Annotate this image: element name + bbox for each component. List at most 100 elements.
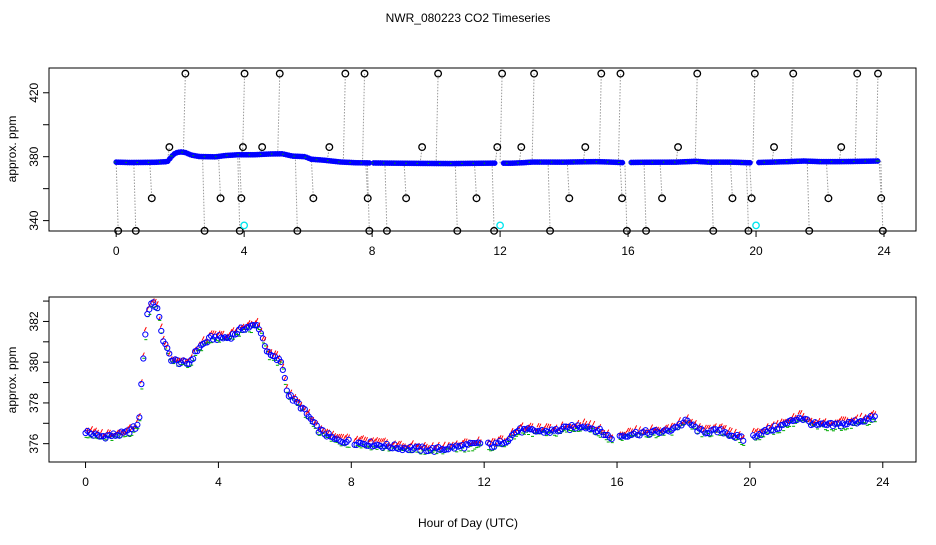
red-series-mark [313, 419, 317, 425]
blue-data-point [449, 443, 456, 450]
outlier-point [237, 194, 246, 203]
blue-data-point [136, 414, 143, 421]
x-tick-label: 12 [493, 244, 507, 258]
red-series-mark [410, 440, 414, 445]
red-series-mark [363, 436, 367, 441]
x-tick-label: 20 [743, 475, 757, 489]
blue-data-point [710, 426, 717, 433]
red-series-mark [408, 442, 412, 448]
outlier-point [824, 194, 833, 203]
y-tick-label: 378 [27, 393, 41, 413]
red-series-mark [434, 445, 438, 450]
bottom-panel: approx. ppm 0 4 8 12 16 20 24 376 378 380 382 [5, 296, 917, 489]
blue-data-point [459, 441, 466, 449]
outlier-connector [806, 160, 810, 231]
red-series-mark [125, 426, 129, 431]
top-y-axis-label: approx. ppm [5, 116, 19, 183]
red-series-mark [375, 437, 378, 442]
red-series-mark [588, 420, 592, 425]
red-series-mark [201, 336, 205, 341]
blue-data-point [640, 429, 647, 436]
outlier-connector [518, 147, 522, 163]
outlier-connector [675, 147, 679, 163]
y-tick-label: 382 [27, 311, 41, 331]
blue-data-point [859, 418, 866, 425]
outlier-connector [875, 73, 879, 162]
outlier-point [530, 69, 539, 78]
blue-data-point [867, 412, 874, 420]
outlier-point [493, 143, 502, 152]
outlier-connector [326, 147, 330, 160]
outlier-connector [310, 158, 314, 199]
red-series-mark [544, 423, 548, 428]
blue-data-point [443, 446, 450, 453]
outlier-connector [745, 162, 749, 231]
red-series-mark [678, 417, 681, 422]
outlier-point [341, 69, 350, 78]
blue-data-point [831, 420, 839, 427]
red-series-mark [167, 351, 171, 357]
red-series-mark [707, 424, 711, 430]
outlier-point [490, 226, 499, 235]
blue-data-point [600, 431, 607, 439]
red-series-mark [490, 437, 494, 443]
outlier-connector [218, 156, 222, 199]
top-outlier-lines [115, 73, 884, 231]
red-series-mark [436, 441, 440, 447]
red-series-mark [650, 424, 654, 429]
red-series-mark [693, 419, 697, 425]
outlier-point [240, 69, 249, 78]
red-series-mark [478, 439, 482, 444]
outlier-point [622, 226, 631, 235]
red-series-mark [697, 423, 701, 428]
red-series-mark [548, 423, 552, 429]
red-series-mark [510, 427, 514, 433]
blue-data-point [413, 443, 420, 450]
outlier-point [434, 69, 443, 78]
outlier-point [293, 226, 302, 235]
blue-data-point [190, 355, 197, 362]
red-series-mark [791, 413, 795, 418]
x-tick-label: 0 [82, 475, 89, 489]
red-series-mark [442, 441, 446, 446]
red-series-mark [751, 427, 755, 433]
blue-data-point [477, 440, 484, 447]
red-series-mark [871, 409, 875, 415]
blue-data-point [102, 435, 109, 442]
outlier-point [616, 69, 625, 78]
red-series-mark [381, 438, 384, 443]
red-series-mark [151, 298, 155, 303]
red-series-mark [536, 422, 540, 428]
red-series-mark [231, 327, 235, 332]
outlier-connector [771, 147, 775, 163]
red-series-mark [721, 425, 725, 430]
blue-data-point [313, 422, 320, 429]
red-series-mark [303, 406, 307, 411]
outlier-point [239, 143, 247, 152]
red-series-mark [727, 426, 731, 432]
red-series-mark [90, 426, 93, 431]
chart-title: NWR_080223 CO2 Timeseries [386, 11, 551, 25]
red-series-mark [175, 357, 179, 362]
outlier-connector [694, 73, 698, 162]
red-series-mark [753, 428, 757, 434]
outlier-connector [659, 162, 663, 199]
y-tick-label: 420 [27, 82, 41, 102]
blue-data-point [871, 413, 878, 420]
red-series-mark [769, 423, 773, 428]
outlier-connector [491, 163, 495, 231]
blue-data-point [772, 422, 779, 429]
outlier-connector [202, 156, 206, 231]
blue-data-point [154, 305, 161, 312]
blue-data-point [146, 306, 153, 313]
red-series-mark [859, 412, 863, 418]
top-outlier-points [114, 69, 887, 235]
outlier-connector [547, 162, 551, 231]
blue-data-point [835, 420, 843, 427]
red-series-mark [373, 438, 376, 443]
red-series-mark [777, 423, 781, 428]
blue-data-point [576, 424, 583, 431]
outlier-point [216, 194, 225, 203]
red-series-mark [219, 330, 223, 336]
red-series-mark [115, 429, 119, 434]
